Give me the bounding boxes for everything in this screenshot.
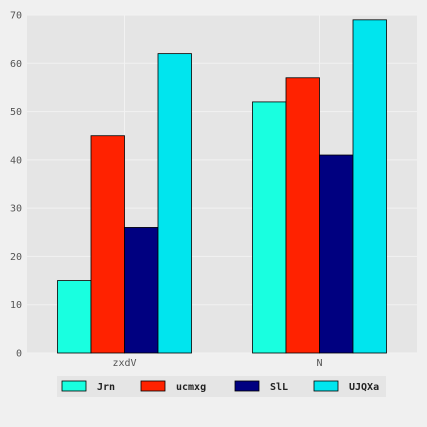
y-axis-ticks: 0 10 20 30 40 50 60 70 bbox=[10, 11, 22, 360]
legend-label-SlL: SlL bbox=[270, 382, 288, 393]
y-tick-label: 30 bbox=[10, 204, 22, 215]
x-tick-label: zxdV bbox=[112, 358, 136, 369]
legend-label-UJQXa: UJQXa bbox=[349, 382, 379, 393]
bar-UJQXa-N bbox=[352, 19, 387, 354]
y-tick-label: 60 bbox=[10, 59, 22, 70]
bar-SlL-N bbox=[319, 154, 354, 354]
legend: Jrn ucmxg SlL UJQXa bbox=[57, 376, 386, 397]
bars bbox=[57, 19, 387, 354]
bar-ucmxg-N bbox=[285, 77, 320, 354]
bar-Jrn-N bbox=[252, 101, 287, 354]
bar-Jrn-zxdV bbox=[57, 280, 92, 354]
bar-ucmxg-zxdV bbox=[90, 135, 125, 354]
x-axis-ticks: zxdV N bbox=[112, 358, 322, 369]
y-tick-label: 10 bbox=[10, 300, 22, 311]
x-tick-label: N bbox=[316, 358, 322, 369]
y-tick-label: 70 bbox=[10, 11, 22, 22]
y-tick-label: 0 bbox=[16, 349, 22, 360]
legend-swatch-ucmxg bbox=[140, 380, 166, 392]
legend-swatch-UJQXa bbox=[313, 380, 339, 392]
bar-SlL-zxdV bbox=[124, 227, 159, 354]
bar-UJQXa-zxdV bbox=[157, 53, 192, 354]
legend-swatch-Jrn bbox=[61, 380, 87, 392]
y-tick-label: 40 bbox=[10, 155, 22, 166]
legend-swatch-SlL bbox=[234, 380, 260, 392]
y-tick-label: 20 bbox=[10, 252, 22, 263]
legend-label-ucmxg: ucmxg bbox=[176, 382, 206, 393]
legend-label-Jrn: Jrn bbox=[97, 382, 115, 393]
y-tick-label: 50 bbox=[10, 107, 22, 118]
legend-box bbox=[57, 376, 386, 397]
